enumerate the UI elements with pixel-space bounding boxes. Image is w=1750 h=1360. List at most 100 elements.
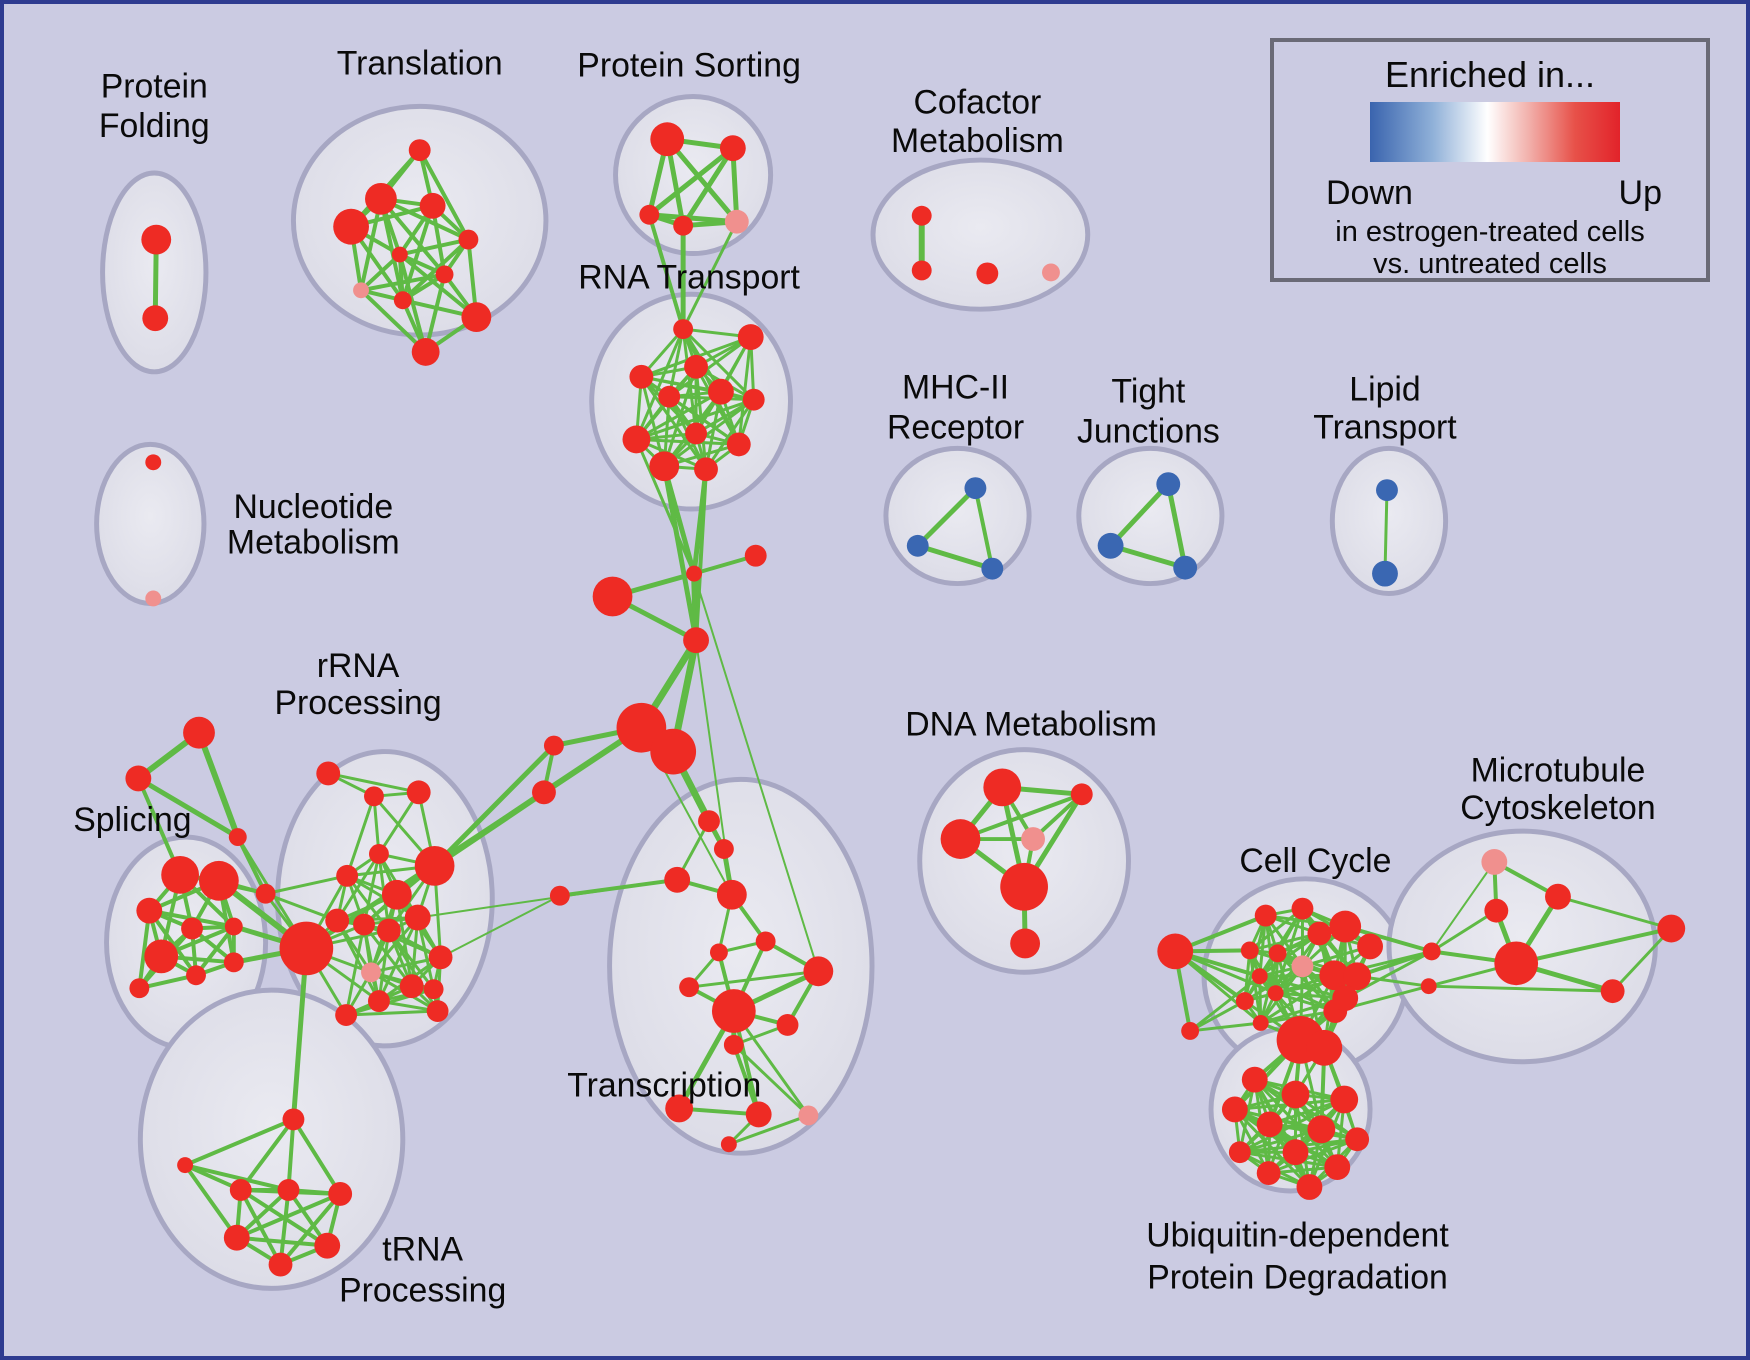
gene-set-node [723, 1034, 744, 1055]
cluster-label-trna-processing: tRNA Processing [339, 1231, 506, 1310]
gene-set-node [716, 879, 747, 910]
gene-set-node [1307, 921, 1332, 946]
enrichment-edge [291, 1117, 343, 1196]
gene-set-node [1291, 955, 1314, 978]
gene-set-node [406, 780, 431, 805]
enrichment-edge [183, 1163, 291, 1192]
enrichment-edge [915, 543, 995, 572]
gene-set-node [622, 425, 651, 454]
cluster-ellipse-lipid-transport [1329, 445, 1449, 596]
gene-set-node [1319, 960, 1350, 991]
enrichment-edge [234, 1235, 330, 1248]
gene-set-node [461, 302, 492, 333]
enrichment-edge [377, 790, 421, 856]
gene-set-node [906, 534, 929, 557]
gene-set-node [694, 457, 718, 482]
gene-set-node [737, 324, 764, 350]
gene-set-node [1251, 968, 1268, 985]
gene-set-node [683, 627, 709, 654]
enrichment-edge [1267, 1137, 1359, 1175]
enrichment-edge [359, 288, 428, 354]
enrichment-edge [1611, 927, 1673, 993]
cluster-ellipse-protein-sorting [613, 93, 774, 257]
gene-set-node [277, 1179, 300, 1201]
enrichment-edge [732, 1043, 810, 1117]
gene-set-node [720, 1136, 737, 1153]
gene-set-node [177, 1157, 194, 1174]
enrichment-edge [345, 794, 376, 878]
enrichment-edge [915, 485, 978, 549]
gene-set-node [1330, 1085, 1359, 1114]
enrichment-edge [359, 272, 447, 293]
gene-set-node [711, 989, 756, 1033]
enrichment-edge [278, 1187, 291, 1267]
gene-set-node [328, 1182, 353, 1206]
enrichment-edge [680, 145, 736, 229]
gene-set-node [1156, 472, 1181, 497]
gene-set-node [1422, 942, 1441, 961]
enrichment-edge [1383, 488, 1389, 576]
legend-down-label: Down [1326, 174, 1413, 212]
gene-set-node [685, 422, 707, 445]
gene-set-node [1097, 532, 1124, 559]
enrichment-edge [639, 375, 708, 471]
gene-set-node [745, 1101, 772, 1128]
gene-set-node [282, 1108, 305, 1131]
gene-set-node [911, 205, 932, 226]
gene-set-node [658, 385, 681, 408]
gene-set-node [1228, 1141, 1251, 1164]
enrichment-edge [417, 148, 471, 242]
gene-set-node [335, 1004, 358, 1026]
enrichment-edge [416, 878, 679, 919]
cluster-ellipse-mhc-ii-receptor [883, 445, 1032, 587]
enrichment-edge [1173, 949, 1278, 995]
gene-set-node [679, 977, 700, 998]
gene-set-node [333, 208, 369, 245]
gene-set-node [365, 182, 397, 215]
gene-set-node [199, 860, 239, 901]
gene-set-node [940, 819, 981, 859]
enrichment-edge [1258, 932, 1321, 978]
gene-set-node [592, 576, 633, 617]
enrichment-edge [1556, 895, 1673, 931]
cluster-label-rrna-processing: rRNA Processing [274, 647, 441, 722]
enrichment-edge [661, 463, 699, 643]
gene-set-node [1376, 479, 1398, 502]
gene-set-node [1345, 1127, 1370, 1152]
cluster-label-lipid-transport: Lipid Transport [1313, 371, 1457, 447]
enrichment-edge [727, 1113, 810, 1146]
enrichment-edge [344, 923, 366, 1017]
enrichment-edge [196, 729, 241, 841]
enrichment-edge [264, 874, 349, 896]
gene-set-node [1296, 1174, 1323, 1200]
gene-set-node [414, 846, 455, 886]
gene-set-node [1545, 883, 1571, 910]
enrichment-edge [432, 743, 557, 869]
gene-set-node [223, 1224, 250, 1251]
gene-set-node [983, 768, 1022, 807]
gene-set-node [1600, 979, 1625, 1004]
gene-set-node [435, 265, 454, 284]
enrichment-edge [1108, 481, 1171, 549]
gene-set-node [186, 965, 206, 986]
gene-set-node [1181, 1021, 1200, 1040]
gene-set-node [426, 1000, 449, 1022]
gene-set-node [181, 917, 203, 940]
gene-set-node [981, 557, 1004, 580]
gene-set-node [673, 319, 694, 340]
enrichment-edge [135, 775, 241, 840]
gene-set-node [719, 135, 746, 162]
enrichment-edge [634, 398, 756, 441]
enrichment-edge [1430, 909, 1498, 953]
gene-set-node [1329, 910, 1362, 943]
enrichment-edge [1248, 932, 1321, 952]
gene-set-node [665, 1094, 694, 1123]
gene-set-node [1157, 933, 1194, 970]
enrichment-edge [693, 572, 820, 973]
enrichment-edge [694, 398, 756, 435]
gene-set-node [314, 1232, 341, 1259]
gene-set-node [325, 908, 350, 933]
gene-set-node [1042, 263, 1060, 282]
gene-set-node [1307, 1115, 1336, 1144]
gene-set-node [1343, 962, 1372, 991]
